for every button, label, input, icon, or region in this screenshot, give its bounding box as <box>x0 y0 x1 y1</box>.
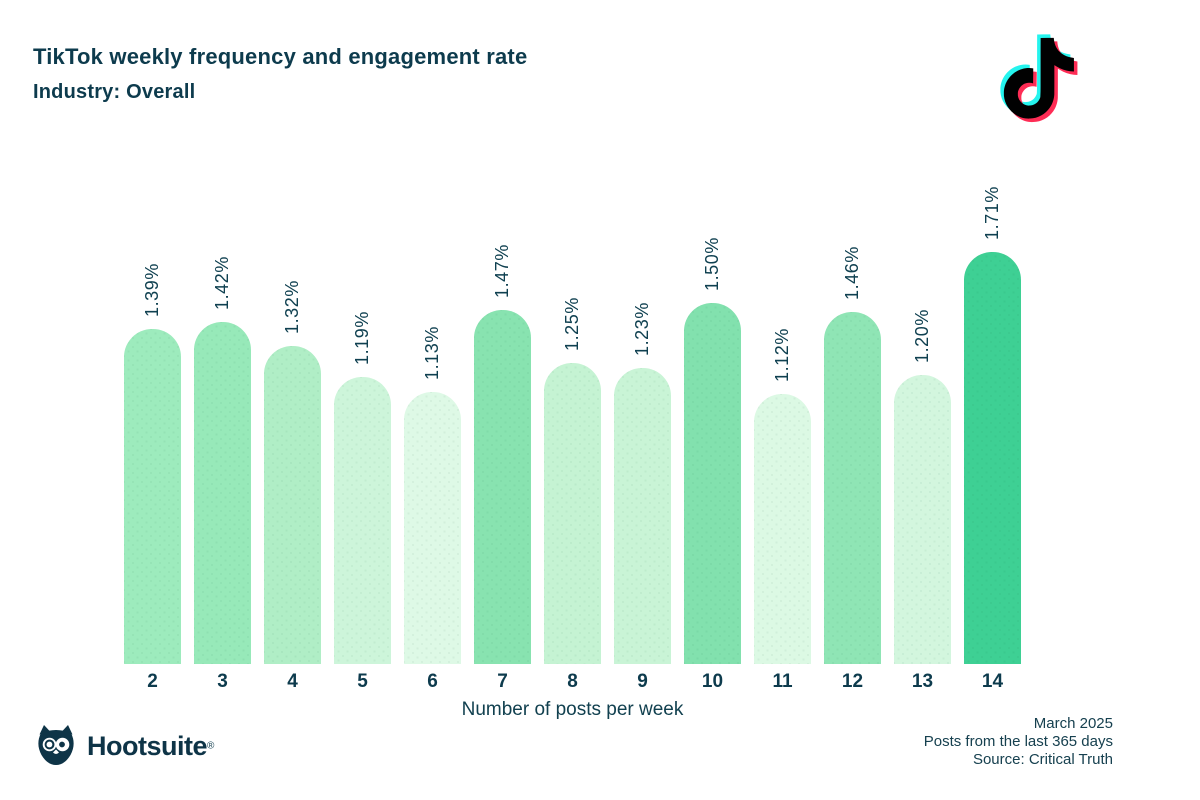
x-tick-label: 10 <box>701 671 724 692</box>
bar-column: 1.13% <box>404 326 461 664</box>
bar-column: 1.20% <box>894 309 951 664</box>
x-tick-label: 8 <box>567 671 578 692</box>
bar <box>684 303 741 664</box>
hootsuite-brand: Hootsuite® <box>34 724 214 768</box>
bar-value-label: 1.50% <box>702 236 722 291</box>
registered-mark: ® <box>207 740 215 752</box>
x-tick-label: 7 <box>497 671 508 692</box>
bar-value-label: 1.13% <box>422 325 442 380</box>
x-tick-label: 9 <box>637 671 648 692</box>
bar <box>894 375 951 664</box>
header: TikTok weekly frequency and engagement r… <box>33 44 527 104</box>
bar-value-label: 1.39% <box>142 262 162 317</box>
bar <box>824 312 881 664</box>
x-tick-label: 12 <box>841 671 864 692</box>
source-date: March 2025 <box>1033 715 1113 732</box>
x-tick-label: 13 <box>911 671 934 692</box>
bar-column: 1.32% <box>264 280 321 664</box>
x-tick-label: 11 <box>772 671 793 692</box>
x-tick-label: 14 <box>981 671 1004 692</box>
bar <box>614 368 671 664</box>
bar-column: 1.42% <box>194 256 251 664</box>
bar-value-label: 1.12% <box>772 327 792 382</box>
bar <box>964 252 1021 664</box>
tiktok-note-icon <box>1000 34 1078 123</box>
x-tick-label: 6 <box>427 671 438 692</box>
bar <box>754 394 811 664</box>
x-ticks: 2 3 4 5 6 7 8 9 10 11 12 13 14 <box>124 671 1021 693</box>
bar-value-label: 1.32% <box>282 279 302 334</box>
x-tick-label: 4 <box>287 671 298 692</box>
x-tick-label: 3 <box>217 671 228 692</box>
brand-wordmark: Hootsuite® <box>87 731 214 762</box>
bar <box>404 392 461 664</box>
bar-column: 1.23% <box>614 302 671 664</box>
hootsuite-owl-icon <box>38 725 74 765</box>
bar-value-label: 1.42% <box>212 255 232 310</box>
bar-value-label: 1.46% <box>842 245 862 300</box>
source-block: March 2025 Posts from the last 365 days … <box>924 715 1113 769</box>
bar-column: 1.39% <box>124 263 181 664</box>
bar-column: 1.12% <box>754 328 811 664</box>
bar <box>544 363 601 664</box>
bar-value-label: 1.20% <box>912 308 932 363</box>
source-range: Posts from the last 365 days <box>923 733 1113 750</box>
bar-value-label: 1.47% <box>492 243 512 298</box>
bar <box>474 310 531 664</box>
bar <box>194 322 251 664</box>
bar <box>264 346 321 664</box>
bar-column: 1.50% <box>684 237 741 664</box>
brand-name: Hootsuite <box>87 730 208 761</box>
bar-value-label: 1.23% <box>632 301 652 356</box>
bar-column: 1.25% <box>544 297 601 664</box>
bar-chart: 1.39% 1.42% 1.32% 1.19% 1.13% 1.47% 1.25% 1.23%… <box>124 124 1021 664</box>
bar-column: 1.47% <box>474 244 531 664</box>
bar-value-label: 1.19% <box>352 310 372 365</box>
bar-column: 1.19% <box>334 311 391 664</box>
bar-value-label: 1.71% <box>982 185 1002 240</box>
x-axis-title: Number of posts per week <box>461 699 684 720</box>
x-tick-label: 2 <box>147 671 158 692</box>
bar-column: 1.46% <box>824 246 881 664</box>
bar <box>124 329 181 664</box>
bar <box>334 377 391 664</box>
page-title: TikTok weekly frequency and engagement r… <box>33 44 528 69</box>
page-subtitle: Industry: Overall <box>33 81 196 103</box>
x-tick-label: 5 <box>357 671 368 692</box>
bar-column: 1.71% <box>964 186 1021 664</box>
bar-value-label: 1.25% <box>562 296 582 351</box>
source-credit: Source: Critical Truth <box>972 751 1113 768</box>
